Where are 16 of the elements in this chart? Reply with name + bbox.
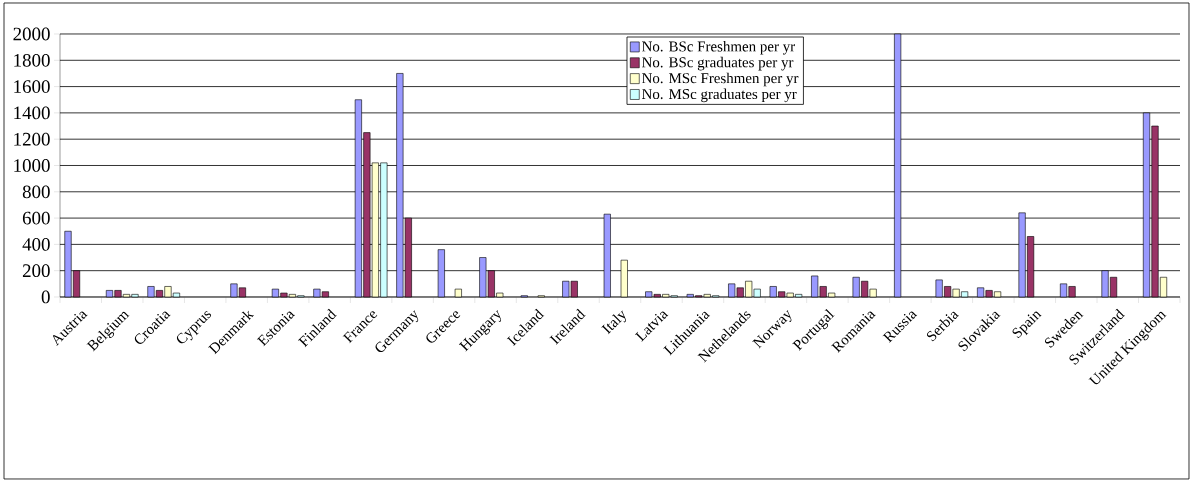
legend-label: No. MSc graduates per yr — [642, 88, 797, 103]
x-tick-label: Italy — [601, 310, 626, 335]
y-tick-label: 1600 — [14, 80, 50, 93]
y-tick-label: 200 — [22, 264, 50, 278]
y-tick-label: 1000 — [14, 159, 50, 172]
y-tick-label: 1200 — [14, 132, 50, 146]
y-tick-label: 2000 — [13, 27, 50, 41]
y-tick-label: 600 — [22, 211, 50, 225]
y-tick-label: 1400 — [14, 106, 50, 120]
y-tick-label: 1800 — [14, 53, 50, 67]
legend-label: No. MSc Freshmen per yr — [642, 72, 799, 87]
y-tick-label: 0 — [41, 290, 50, 304]
y-tick-label: 800 — [22, 185, 50, 199]
y-tick-label: 400 — [22, 238, 50, 251]
legend-label: No. BSc graduates per yr — [642, 56, 794, 71]
legend-label: No. BSc Freshmen per yr — [642, 41, 795, 55]
